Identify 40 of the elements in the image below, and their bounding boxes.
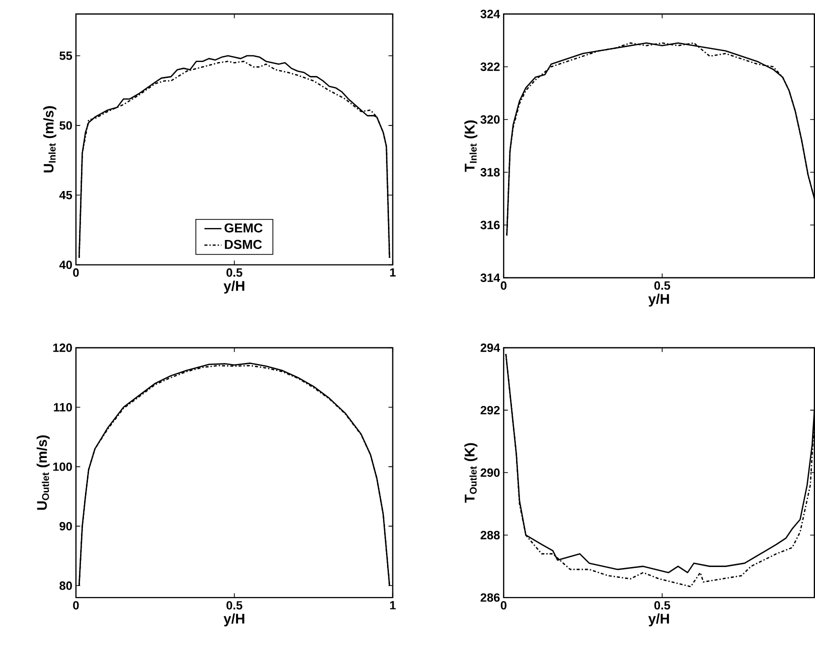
y-tick-label: 288 — [480, 531, 500, 540]
y-tick-label: 286 — [480, 594, 500, 602]
y-tick-label: 40 — [59, 260, 72, 270]
x-tick-label: 0.5 — [226, 601, 242, 610]
y-tick-label: 50 — [60, 121, 72, 130]
x-axis-title: y/H — [648, 294, 669, 307]
y-tick-label: 45 — [59, 191, 72, 200]
legend-label: DSMC — [224, 240, 262, 250]
y-tick-label: 110 — [54, 403, 72, 412]
y-tick-label: 55 — [60, 52, 72, 60]
y-axis-title: T$_{Outlet}$ (K) — [464, 443, 478, 503]
x-axis-title: y/H — [648, 614, 669, 627]
x-tick-label: 0 — [500, 282, 506, 290]
x-tick-label: 0.5 — [654, 282, 670, 290]
x-tick-label: 0.5 — [654, 601, 670, 610]
x-tick-label: 0 — [73, 601, 79, 610]
y-tick-label: 314 — [480, 274, 500, 282]
x-tick-label: 0.5 — [226, 268, 242, 277]
legend-label: GEMC — [224, 224, 263, 233]
x-tick-label: 0 — [500, 601, 506, 610]
x-axis-title: y/H — [224, 614, 244, 627]
y-tick-label: 318 — [480, 168, 500, 177]
y-tick-label: 320 — [480, 115, 500, 124]
y-axis-title: U$_{Inlet}$ (m/s) — [43, 106, 56, 173]
x-tick-label: 1 — [390, 268, 396, 277]
y-tick-label: 316 — [480, 221, 500, 230]
y-axis-title: T$_{Inlet}$ (K) — [464, 120, 478, 172]
x-axis-title: y/H — [224, 280, 244, 294]
y-tick-label: 324 — [480, 10, 500, 18]
y-tick-label: 100 — [53, 462, 72, 472]
x-tick-label: 1 — [390, 601, 396, 610]
y-tick-label: 120 — [53, 344, 72, 352]
y-tick-label: 90 — [60, 522, 72, 531]
y-tick-label: 290 — [480, 468, 500, 478]
y-tick-label: 294 — [480, 344, 500, 352]
y-tick-label: 292 — [480, 406, 500, 415]
y-tick-label: 80 — [60, 582, 72, 590]
x-tick-label: 0 — [73, 268, 79, 277]
y-tick-label: 322 — [480, 62, 500, 72]
y-axis-title: U$_{Outlet}$ (m/s) — [36, 436, 50, 510]
